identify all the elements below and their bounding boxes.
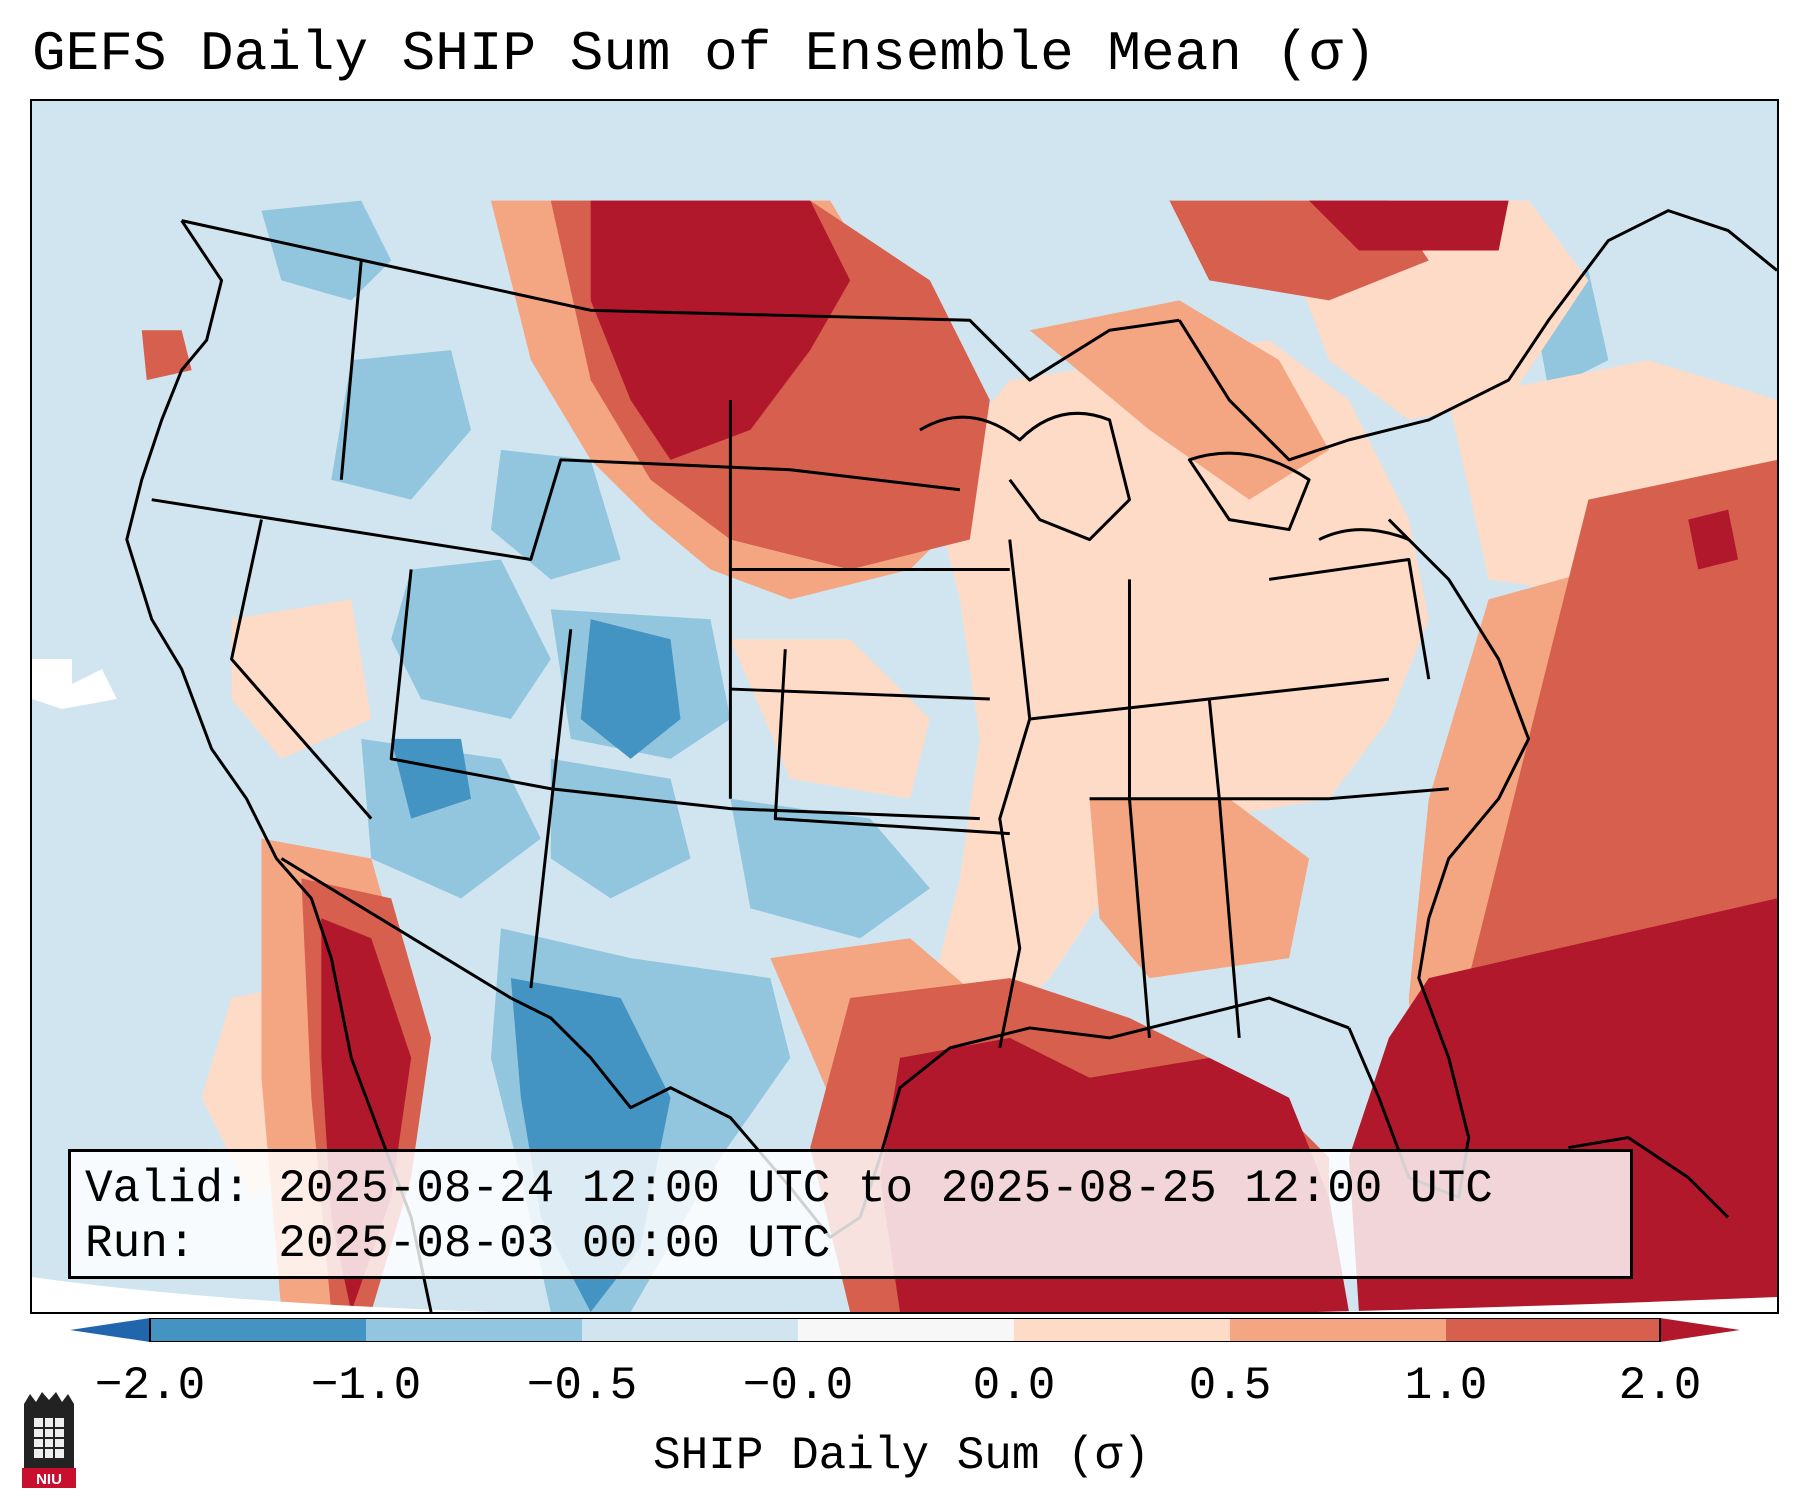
anomaly-patch xyxy=(391,738,471,819)
state-border xyxy=(1268,557,1431,680)
anomaly-patch xyxy=(730,798,930,939)
mexico-border xyxy=(280,857,512,1000)
great-lakes-shoreline xyxy=(1318,528,1410,541)
colorbar-outline xyxy=(149,1318,1661,1342)
colorbar-label: SHIP Daily Sum (σ) xyxy=(653,1430,1150,1482)
colorbar-extend-high xyxy=(1660,1318,1740,1342)
anomaly-patch xyxy=(730,639,930,799)
canada-border xyxy=(181,219,1180,382)
pacific-coastline xyxy=(125,219,433,1312)
anomaly-map xyxy=(32,101,1777,1312)
colorbar-tick-label: 0.0 xyxy=(972,1360,1056,1412)
anomaly-patch xyxy=(590,200,851,460)
great-lakes-shoreline xyxy=(919,411,1131,542)
anomaly-patch xyxy=(490,449,621,580)
anomaly-patch xyxy=(331,350,471,500)
no-data-edge xyxy=(32,1277,1777,1312)
colorbar xyxy=(70,1318,1740,1342)
caribbean-coastline xyxy=(1568,1136,1730,1219)
map-panel: Valid: 2025-08-24 12:00 UTC to 2025-08-2… xyxy=(30,99,1779,1314)
validity-info-box: Valid: 2025-08-24 12:00 UTC to 2025-08-2… xyxy=(68,1149,1633,1279)
anomaly-patch xyxy=(1089,798,1310,979)
colorbar-segment xyxy=(1446,1318,1660,1342)
colorbar-tick-label: −2.0 xyxy=(94,1360,206,1412)
colorbar-tick-label: −0.5 xyxy=(526,1360,638,1412)
anomaly-patch xyxy=(1309,200,1509,251)
colorbar-segment xyxy=(150,1318,366,1342)
state-border xyxy=(998,539,1032,1049)
anomaly-patch xyxy=(929,340,1429,1038)
colorbar-tick-label: 2.0 xyxy=(1618,1360,1702,1412)
run-time-line: Run: 2025-08-03 00:00 UTC xyxy=(85,1218,831,1270)
valid-time-line: Valid: 2025-08-24 12:00 UTC to 2025-08-2… xyxy=(85,1163,1493,1215)
political-boundaries xyxy=(125,209,1777,1312)
state-border xyxy=(151,458,961,561)
canada-border-east xyxy=(1178,209,1777,462)
colorbar-segment xyxy=(1014,1318,1230,1342)
anomaly-patch xyxy=(231,599,372,759)
state-border xyxy=(730,687,990,701)
colorbar-segment xyxy=(798,1318,1014,1342)
anomaly-patch xyxy=(1029,300,1330,500)
state-border xyxy=(773,649,1010,836)
colorbar-ticks: −2.0 −1.0 −0.5 −0.0 0.0 0.5 1.0 2.0 xyxy=(0,1360,1803,1420)
colorbar-segment xyxy=(582,1318,798,1342)
colorbar-tick-label: −0.0 xyxy=(742,1360,854,1412)
colorbar-segment xyxy=(366,1318,582,1342)
anomaly-patch xyxy=(1688,509,1739,570)
anomaly-patch xyxy=(580,619,681,759)
colorbar-tick-label: 0.5 xyxy=(1188,1360,1272,1412)
colorbar-tick-label: 1.0 xyxy=(1404,1360,1488,1412)
logo-text: NIU xyxy=(36,1471,62,1488)
state-border xyxy=(529,629,573,989)
state-border xyxy=(389,569,980,821)
great-lakes-shoreline xyxy=(1187,451,1311,532)
colorbar-segment xyxy=(1230,1318,1446,1342)
state-border xyxy=(339,260,363,480)
no-data-patch xyxy=(32,659,117,709)
anomaly-patch xyxy=(141,330,192,381)
logo-grid-icon xyxy=(34,1418,64,1458)
anomaly-patch xyxy=(391,559,551,719)
niu-logo: NIU xyxy=(22,1392,76,1488)
state-border xyxy=(230,519,373,820)
colorbar-tick-label: −1.0 xyxy=(310,1360,422,1412)
state-border xyxy=(1089,787,1449,801)
map-title: GEFS Daily SHIP Sum of Ensemble Mean (σ) xyxy=(32,22,1377,86)
logo-band xyxy=(22,1468,76,1488)
colorbar-extend-low xyxy=(70,1318,150,1342)
